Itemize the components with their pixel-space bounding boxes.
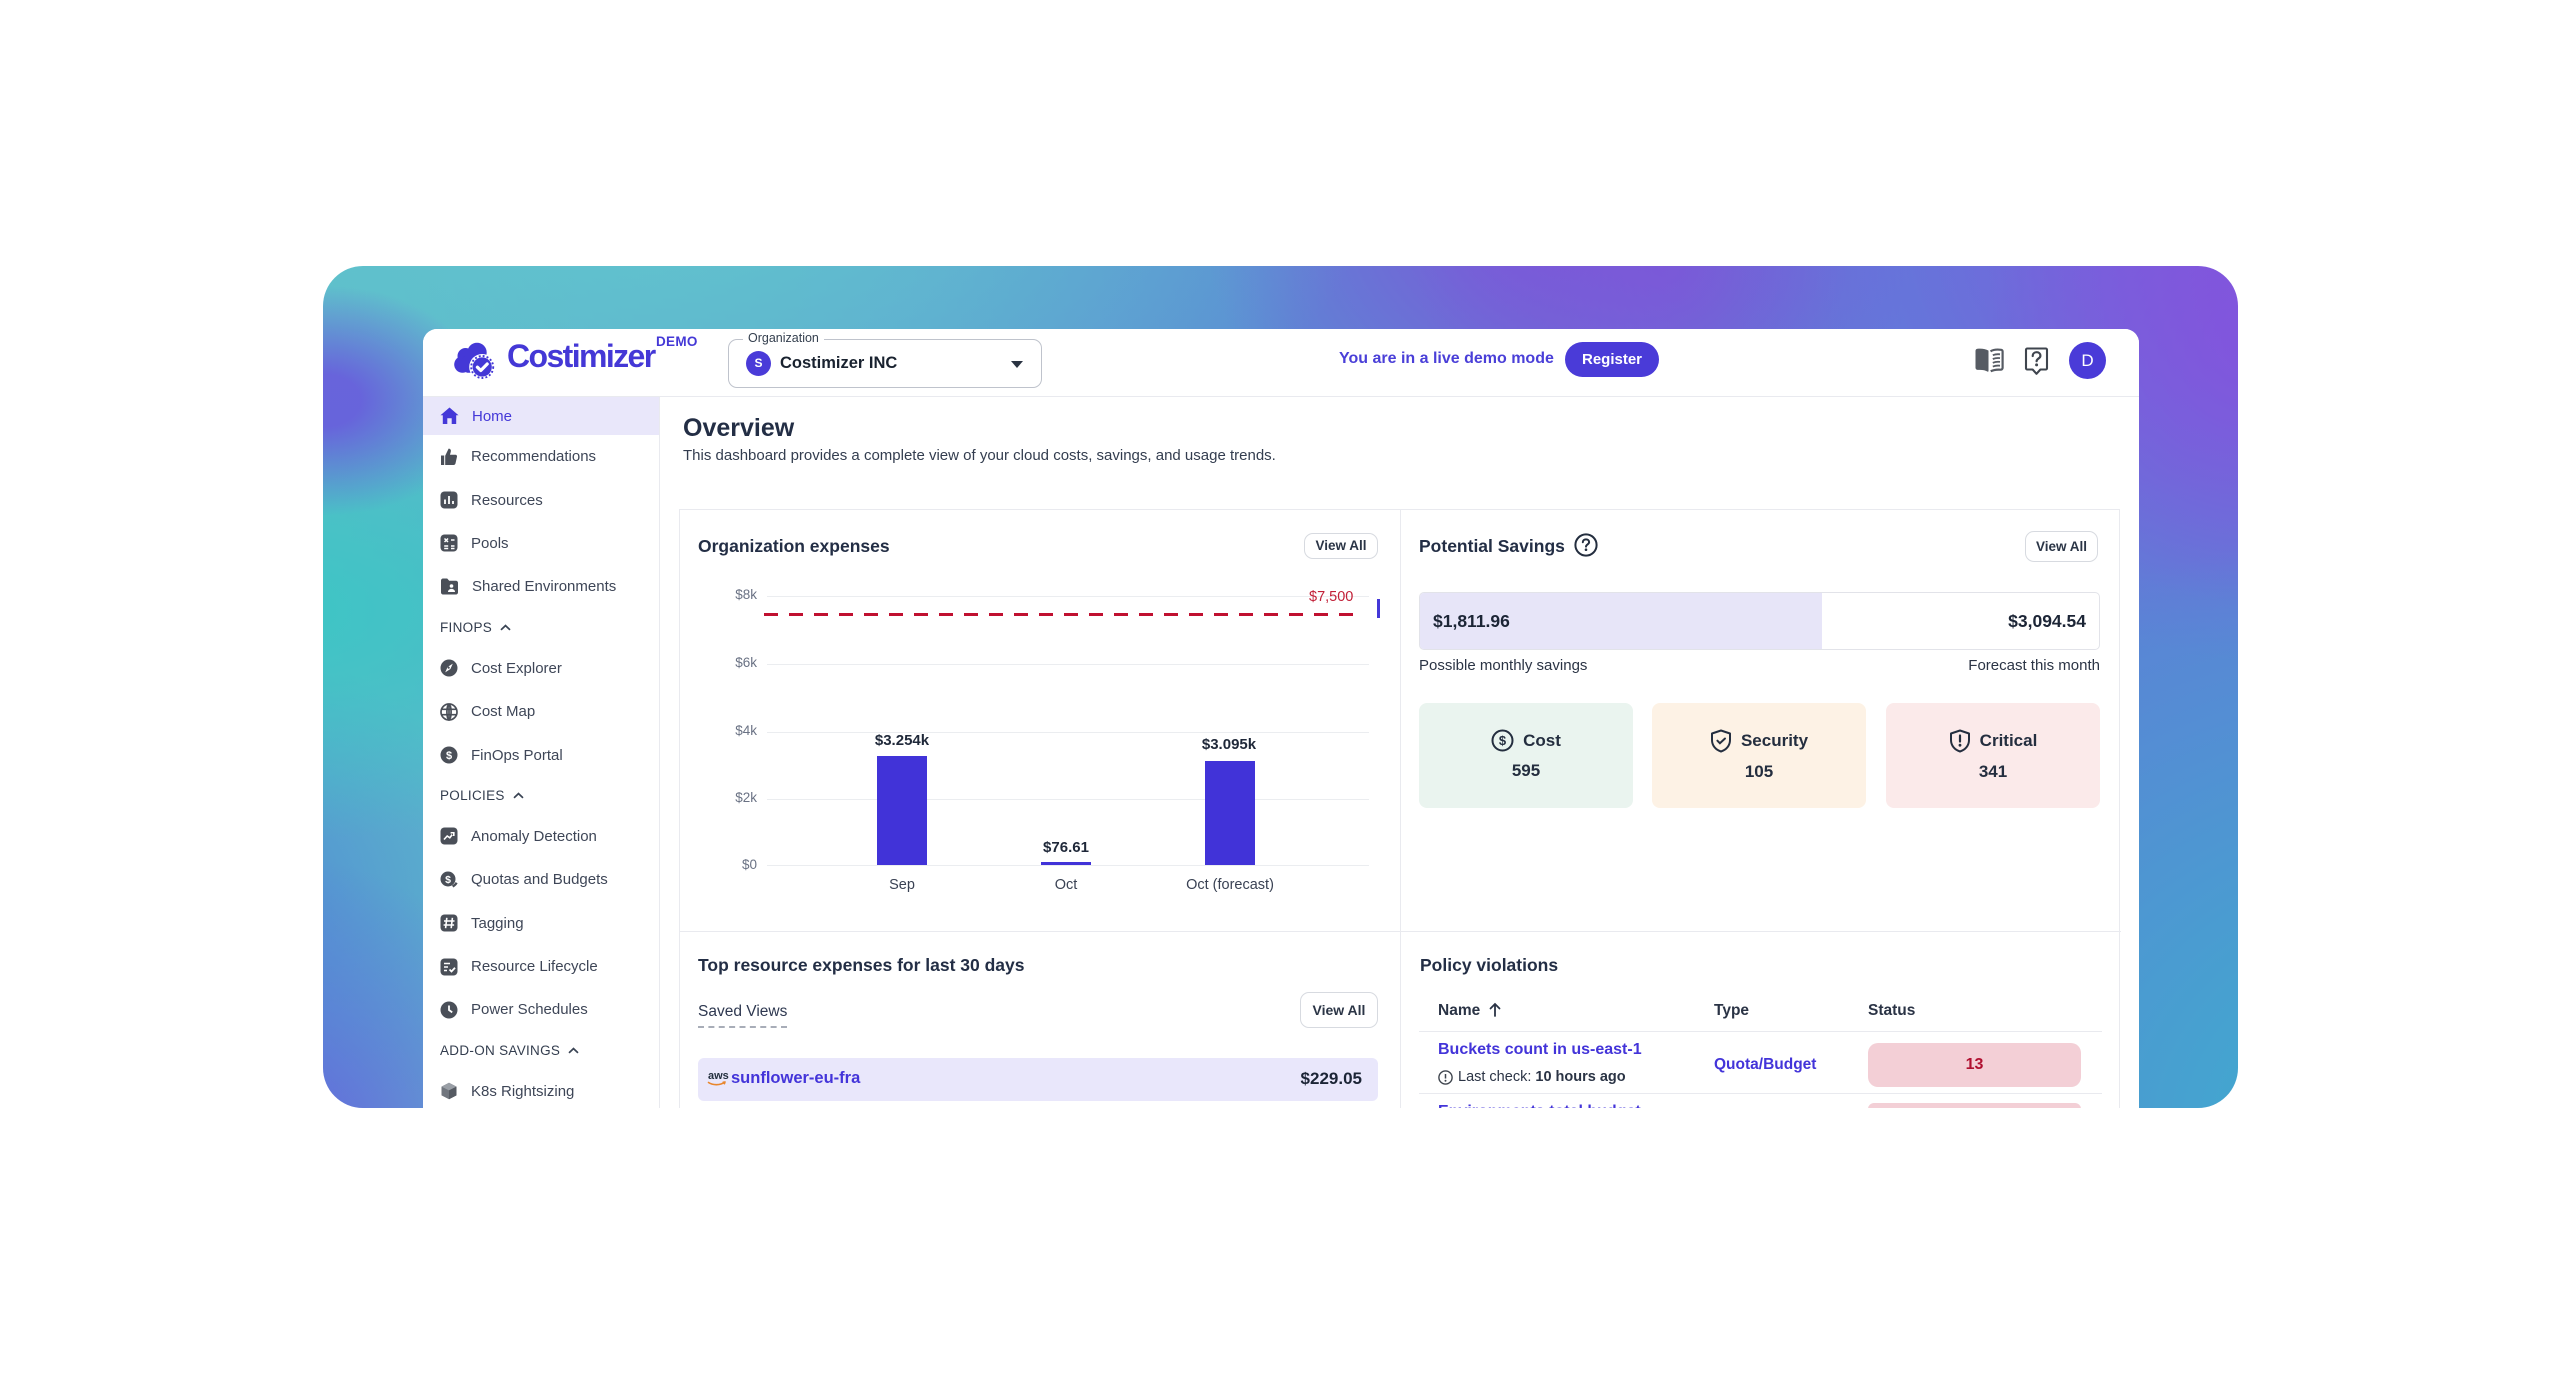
svg-text:aws: aws: [708, 1070, 729, 1082]
svg-text:$: $: [446, 750, 452, 762]
svg-text:$: $: [1499, 733, 1507, 748]
svg-text:$: $: [445, 874, 451, 886]
